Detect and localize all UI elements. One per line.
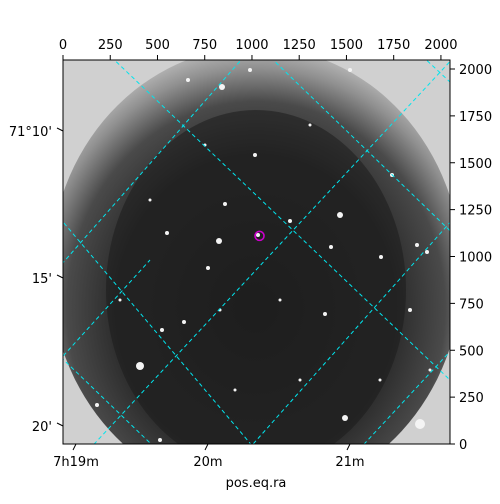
star [248,68,252,72]
ra-tick-label: 21m [335,455,364,470]
y-tick-label: 2000 [459,63,492,78]
x-tick-label: 250 [98,38,123,53]
x-tick-label: 1000 [235,38,268,53]
star [425,250,429,254]
star [342,415,348,421]
star [219,84,225,90]
sky-image [63,60,450,444]
star [428,368,432,372]
x-tick-label: 1500 [330,38,363,53]
star [206,266,210,270]
dec-tick-label: 15' [32,272,52,287]
grid-line [113,60,450,381]
x-tick-label: 2000 [424,38,457,53]
y-tick-label: 1000 [459,251,492,266]
ra-tick-mark [204,443,209,451]
ra-axis: 7h19m 20m 21m [53,443,365,470]
star [323,312,327,316]
coordinate-grid [63,60,450,444]
star [415,243,419,247]
star [337,212,343,218]
dec-tick-mark [56,422,64,427]
pixel-x-axis: 0 250 500 750 1000 1250 1500 1750 2000 [59,38,457,60]
star [158,438,162,442]
star [182,320,186,324]
star [216,238,222,244]
star [256,233,260,237]
star [165,231,169,235]
star-field [95,68,432,442]
star [378,378,382,382]
y-tick-label: 0 [459,438,467,453]
dec-tick-mark [56,274,64,279]
star [278,298,282,302]
dec-tick-label: 71°10' [9,125,52,140]
star [186,78,190,82]
ra-tick-label: 7h19m [53,455,99,470]
star [415,419,425,429]
star [223,202,227,206]
x-axis-label: pos.eq.ra [226,476,287,491]
star [288,219,292,223]
star [348,68,352,72]
star [408,308,412,312]
pixel-y-axis: 0 250 500 750 1000 1250 1500 1750 2000 [450,63,492,453]
x-tick-label: 0 [59,38,67,53]
y-tick-label: 1250 [459,204,492,219]
target-marker [254,230,265,242]
y-tick-label: 1750 [459,110,492,125]
star [308,123,312,127]
plot-frame [62,59,451,445]
dec-axis: 71°10' 15' 20' [9,125,64,435]
ra-tick-mark [346,443,351,451]
y-tick-label: 1500 [459,157,492,172]
x-tick-label: 750 [192,38,217,53]
star [379,255,383,259]
grid-line [252,221,450,444]
dec-tick-mark [56,127,64,132]
star [95,403,99,407]
y-tick-label: 750 [459,297,484,312]
grid-line [63,221,252,444]
star [233,388,237,392]
star [148,198,152,202]
y-tick-label: 500 [459,344,484,359]
x-tick-label: 500 [145,38,170,53]
ra-tick-mark [72,443,77,451]
star [253,153,257,157]
star [118,298,122,302]
star [136,362,144,370]
star [298,378,302,382]
x-tick-label: 1750 [377,38,410,53]
x-tick-label: 1250 [283,38,316,53]
star [329,245,333,249]
y-tick-label: 250 [459,391,484,406]
ra-tick-label: 20m [193,455,222,470]
dec-tick-label: 20' [32,420,52,435]
star [160,328,164,332]
